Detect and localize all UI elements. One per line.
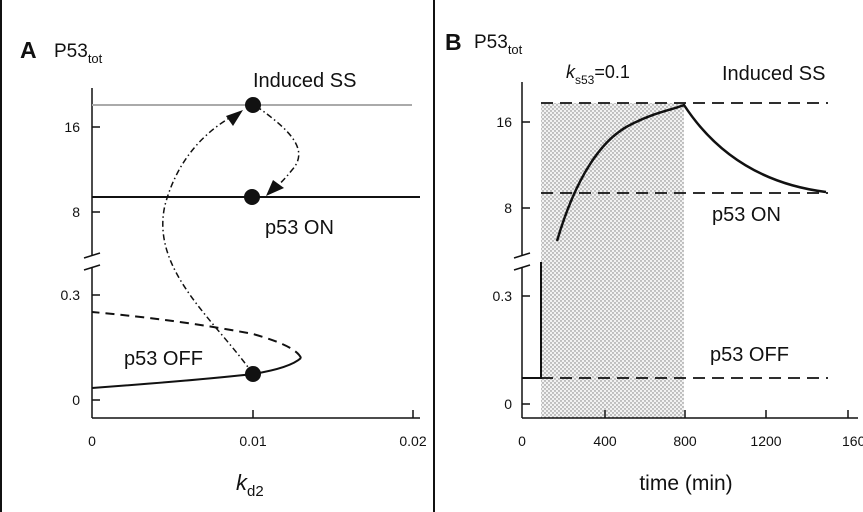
panel-b-xtick-label: 0 [518, 433, 526, 449]
annotation-p53-off: p53 OFF [124, 348, 203, 370]
panel-b-xtick-label: 400 [593, 433, 617, 449]
stable-off-branch [91, 357, 302, 389]
panel-a-axis-break-mark [83, 264, 101, 271]
relaxation-trajectory [255, 105, 300, 193]
induced-ss-point [245, 97, 261, 113]
panel-b-label: B [445, 29, 462, 55]
annotation-induced-ss: Induced SS [253, 70, 356, 92]
panel-b-ylabel: P53tot [474, 32, 523, 57]
panel-b-ytick-label: 16 [496, 114, 512, 130]
label-p53-on: p53 ON [712, 204, 781, 226]
panel-a-ylabel: P53tot [54, 41, 103, 66]
p53-off-point [245, 366, 261, 382]
arrow-head-icon [226, 110, 243, 126]
panel-b-xtick-label: 1200 [750, 433, 781, 449]
panel-b-axis-break-mark [513, 252, 531, 259]
panel-b-ytick-label: 0 [504, 396, 512, 412]
panel-a-label: A [20, 37, 37, 63]
label-induced-ss: Induced SS [722, 63, 825, 85]
panel-a-axis-break-mark [83, 252, 101, 259]
label-p53-off: p53 OFF [710, 344, 789, 366]
time-course-initial [522, 262, 542, 379]
panel-a-ytick-label: 8 [72, 204, 80, 220]
panel-a-ytick-label: 0.3 [61, 287, 81, 303]
panel-b: B P53tot ks53=0.1 16 8 0.3 0 0 400 800 1… [445, 29, 863, 495]
arrow-head-icon [266, 180, 284, 196]
shaded-interval [541, 103, 684, 418]
panel-a-xtick-label: 0.02 [399, 433, 426, 449]
panel-b-xlabel: time (min) [639, 472, 732, 495]
panel-b-param-label: ks53=0.1 [566, 62, 630, 87]
panel-b-ytick-label: 8 [504, 200, 512, 216]
switch-on-trajectory [162, 111, 254, 375]
panel-b-xtick-label: 800 [673, 433, 697, 449]
panel-a-xtick-label: 0 [88, 433, 96, 449]
panel-b-xtick-label: 1600 [842, 433, 863, 449]
annotation-p53-on: p53 ON [265, 217, 334, 239]
panel-a: A P53tot 16 8 0.3 0 0 0.01 0.02 kd2 [20, 37, 427, 500]
panel-a-ytick-label: 0 [72, 392, 80, 408]
panel-b-axis-break-mark [513, 264, 531, 271]
panel-a-xtick-label: 0.01 [239, 433, 266, 449]
panel-a-xlabel: kd2 [236, 470, 264, 500]
panel-a-ytick-label: 16 [64, 119, 80, 135]
p53-on-point [244, 189, 260, 205]
panel-b-ytick-label: 0.3 [493, 288, 513, 304]
time-course-curve [555, 103, 827, 242]
